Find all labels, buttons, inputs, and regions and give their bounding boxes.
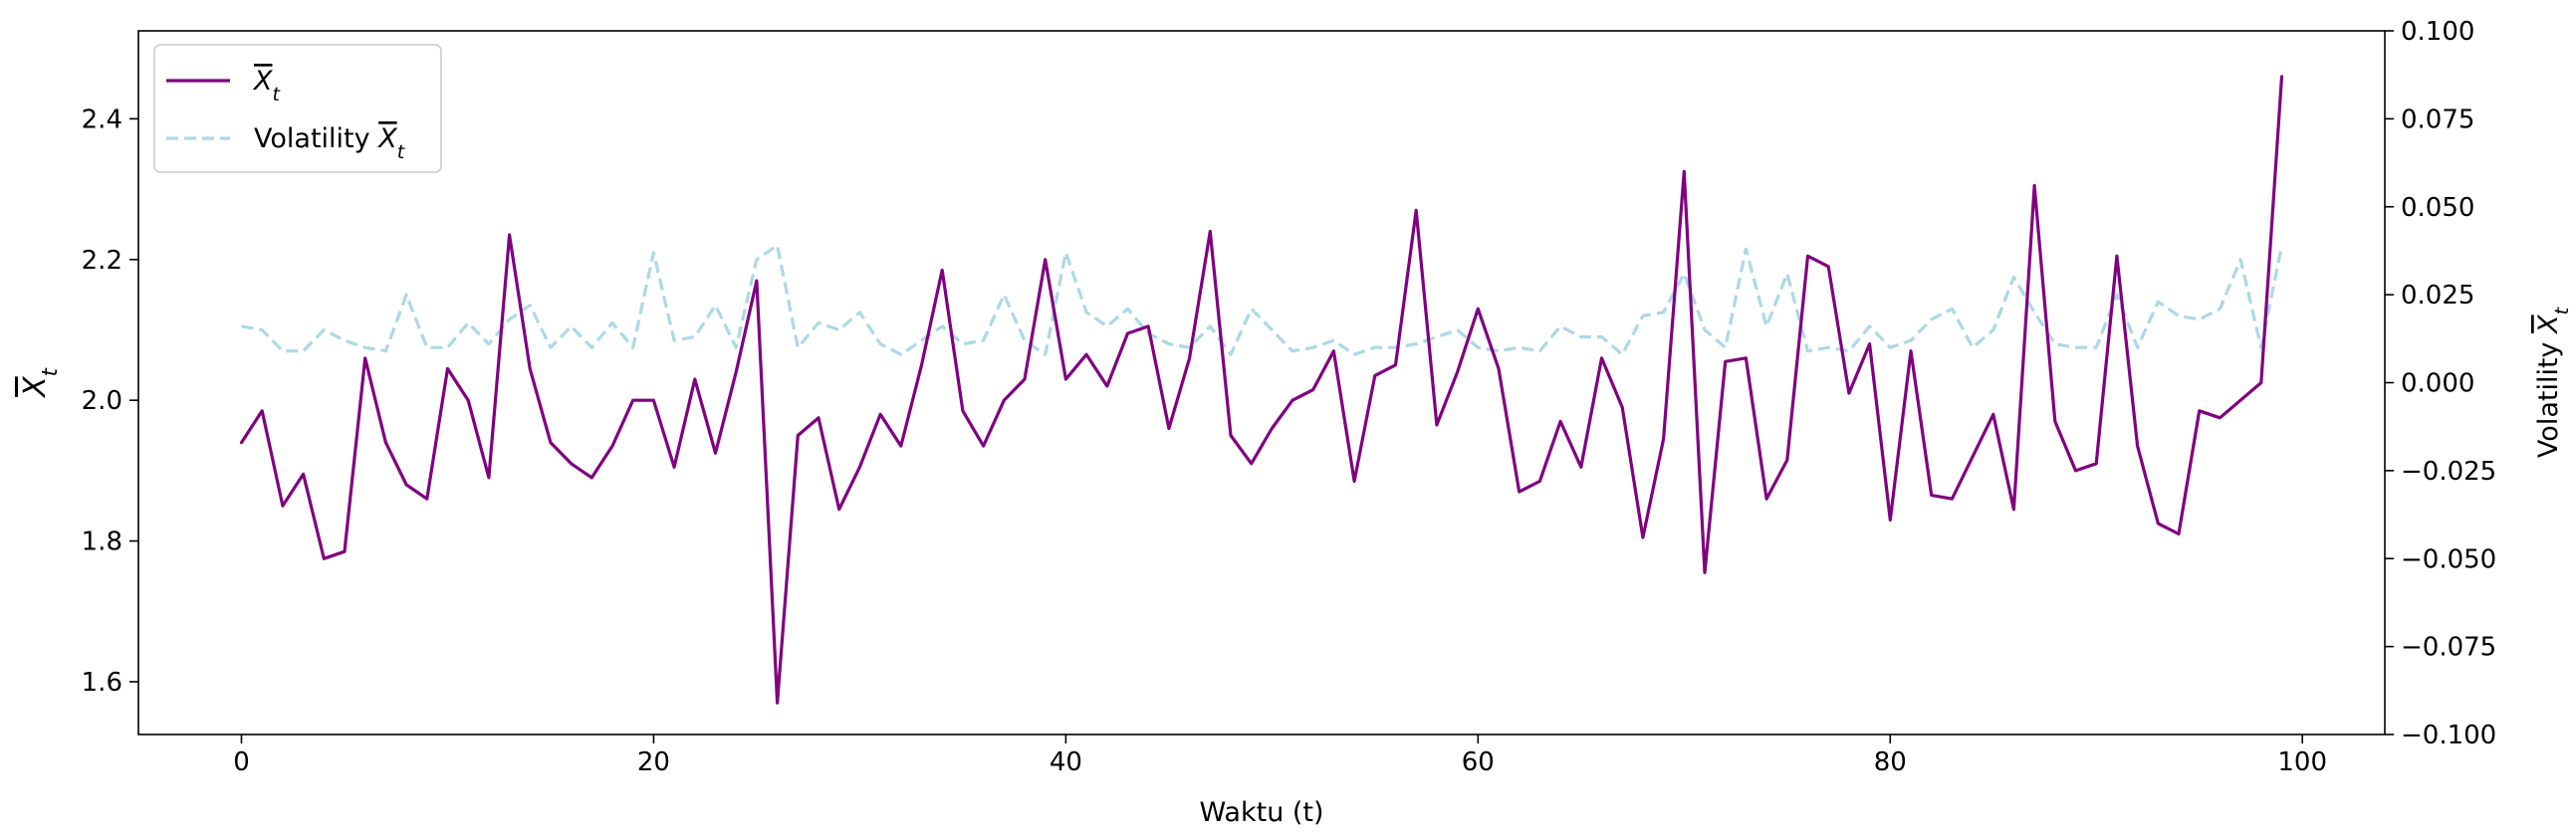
y-right-axis-label: Volatility Xt [2533,306,2573,458]
math-subscript: t [273,84,282,105]
x-tick-label: 40 [1050,747,1082,777]
y-right-tick-label: 0.075 [2401,105,2474,134]
x-tick-label: 80 [1874,747,1907,777]
legend-label-0: Xt [252,66,282,105]
math-x: X [252,66,273,97]
series-line-1 [241,244,2284,356]
x-tick-label: 20 [637,747,670,777]
y-left-axis-label: Xt [18,367,62,399]
math-x: X [2533,315,2564,335]
y-left-tick-label: 2.0 [82,386,122,416]
math-subscript: t [397,141,406,163]
legend-box [153,44,442,173]
plot-content [239,75,2284,705]
y-left-tick-label: 1.8 [82,527,122,557]
y-right-tick-label: −0.025 [2401,457,2496,487]
y-right-tick-label: 0.100 [2401,17,2474,47]
x-tick-label: 100 [2277,747,2327,777]
y-left-tick-label: 2.2 [82,246,122,276]
x-tick-label: 0 [233,747,250,777]
math-x: X [18,375,53,399]
y-left-tick-label: 1.6 [82,668,122,698]
plot-frame [137,30,2386,735]
x-tick-label: 60 [1462,747,1495,777]
y-right-tick-label: 0.025 [2401,281,2474,311]
y-right-tick-label: 0.050 [2401,193,2474,223]
x-axis-label: Waktu (t) [1199,797,1323,828]
label-text: Volatility [2533,333,2564,458]
math-subscript: t [2551,306,2573,315]
math-x: X [376,123,397,154]
series-line-0 [239,75,2284,705]
y-right-tick-label: −0.100 [2401,721,2496,750]
y-left-tick-label: 2.4 [82,105,122,134]
legend-label-1: Volatility Xt [254,123,406,163]
label-text: Volatility [254,123,378,154]
math-subscript: t [38,367,62,376]
y-right-tick-label: −0.050 [2401,544,2496,574]
y-right-tick-label: −0.075 [2401,633,2496,663]
axes: 0 20 40 60 80 100 1.6 1.8 2.0 2.2 2.4 −0.100 −0.075 −… [18,17,2573,828]
y-right-tick-label: 0.000 [2401,369,2474,399]
